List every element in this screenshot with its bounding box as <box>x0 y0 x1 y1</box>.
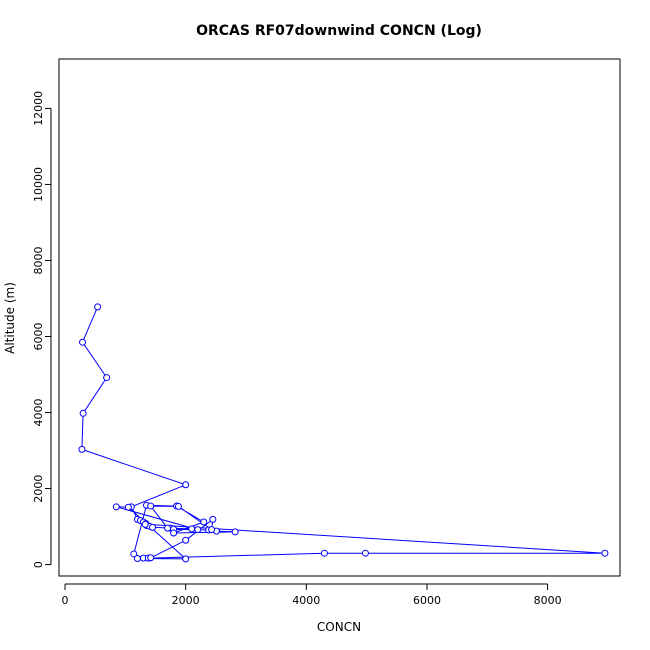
data-point <box>320 549 328 557</box>
data-point <box>200 518 208 526</box>
x-tick-label: 2000 <box>172 594 200 607</box>
data-point <box>194 526 202 534</box>
data-point <box>188 525 196 533</box>
plot-frame <box>58 58 621 577</box>
chart-title: ORCAS RF07downwind CONCN (Log) <box>196 23 482 39</box>
data-point <box>133 555 141 563</box>
data-point <box>361 549 369 557</box>
data-point <box>164 524 172 532</box>
y-tick-label: 10000 <box>32 167 45 202</box>
y-tick-label: 6000 <box>32 323 45 351</box>
data-point <box>147 502 155 510</box>
series-layer <box>78 303 609 563</box>
data-point <box>231 528 239 536</box>
x-tick-label: 4000 <box>292 594 320 607</box>
x-tick-label: 8000 <box>534 594 562 607</box>
data-point <box>170 529 178 537</box>
data-point <box>174 502 182 510</box>
data-point <box>149 523 156 531</box>
y-tick-label: 0 <box>32 561 45 568</box>
data-point <box>78 445 86 453</box>
data-point <box>79 409 87 417</box>
y-tick-label: 2000 <box>32 475 45 503</box>
data-point <box>182 536 190 544</box>
data-point <box>112 503 120 511</box>
y-tick-label: 8000 <box>32 246 45 274</box>
x-tick-label: 6000 <box>413 594 441 607</box>
data-point <box>208 526 216 534</box>
data-point <box>147 554 155 562</box>
y-tick-label: 12000 <box>32 91 45 126</box>
y-tick-label: 4000 <box>32 399 45 427</box>
data-point <box>94 303 102 311</box>
data-point <box>79 338 87 346</box>
data-point <box>182 555 190 563</box>
series-line <box>81 306 605 560</box>
x-tick-label: 0 <box>62 594 69 607</box>
data-point <box>124 503 132 511</box>
data-point <box>182 481 190 489</box>
data-point <box>130 550 138 558</box>
y-axis-label: Altitude (m) <box>3 282 17 354</box>
axes: 0 2000 4000 6000 8000 0 2000 4000 6000 8000 10000 1… <box>32 91 562 607</box>
data-point <box>601 549 609 557</box>
data-point <box>141 520 149 528</box>
data-point <box>209 515 217 523</box>
x-axis-label: CONCN <box>317 620 361 634</box>
data-point <box>103 374 111 382</box>
